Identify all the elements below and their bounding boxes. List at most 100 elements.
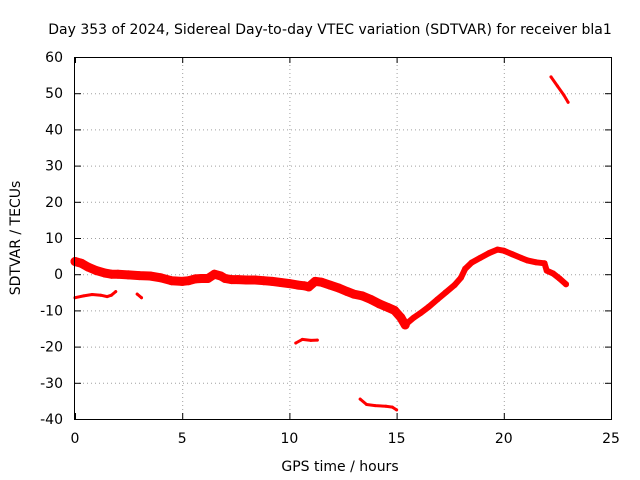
data-point xyxy=(325,280,335,290)
data-point xyxy=(317,277,327,287)
data-point xyxy=(373,404,377,408)
x-tick-label: 15 xyxy=(388,431,406,447)
data-point xyxy=(259,276,269,286)
data-point xyxy=(563,281,569,288)
data-point xyxy=(404,320,411,327)
data-point xyxy=(203,274,213,283)
data-point xyxy=(509,251,516,258)
data-point xyxy=(83,262,93,272)
data-point xyxy=(417,310,424,317)
data-point xyxy=(105,295,109,299)
y-tick-label: -40 xyxy=(40,412,63,428)
data-point xyxy=(556,275,563,282)
data-point xyxy=(156,273,166,283)
data-point xyxy=(114,290,118,294)
series-segment-c xyxy=(73,290,118,300)
data-point xyxy=(555,84,559,88)
chart-title: Day 353 of 2024, Sidereal Day-to-day VTE… xyxy=(48,22,611,38)
data-point xyxy=(300,337,304,341)
data-point xyxy=(485,250,492,257)
data-point xyxy=(90,293,94,296)
data-point xyxy=(357,291,367,301)
data-point xyxy=(434,296,441,303)
data-point xyxy=(451,282,458,289)
x-tick-label: 5 xyxy=(178,431,187,447)
data-point xyxy=(276,278,286,287)
data-point xyxy=(550,270,557,277)
x-tick-label: 0 xyxy=(71,431,80,447)
data-point xyxy=(562,93,566,97)
data-point xyxy=(390,305,399,315)
data-point xyxy=(233,275,243,285)
data-point xyxy=(82,294,86,298)
data-point xyxy=(468,259,475,266)
data-point xyxy=(543,267,550,274)
y-tick-label: 60 xyxy=(45,50,63,66)
data-point xyxy=(109,293,113,297)
data-point xyxy=(99,293,103,297)
y-tick-label: -10 xyxy=(40,303,63,319)
data-point xyxy=(140,296,143,300)
data-point xyxy=(227,275,236,285)
data-point xyxy=(315,338,319,342)
data-point xyxy=(566,100,570,104)
data-point xyxy=(366,295,376,304)
series-segment-e xyxy=(294,337,319,345)
data-point xyxy=(518,254,524,261)
data-point xyxy=(309,338,313,342)
data-point xyxy=(374,299,384,309)
y-tick-label: 30 xyxy=(45,159,63,175)
axis-ticks xyxy=(75,57,612,420)
data-point xyxy=(462,265,469,272)
data-point xyxy=(395,408,399,412)
data-point xyxy=(500,247,507,254)
x-tick-label: 20 xyxy=(495,431,513,447)
data-point xyxy=(442,289,449,296)
y-tick-label: -20 xyxy=(40,340,63,356)
data-point xyxy=(145,271,155,281)
series-segment-g xyxy=(549,75,570,104)
data-point xyxy=(425,303,432,310)
data-point xyxy=(396,313,406,323)
data-point xyxy=(106,269,116,279)
data-point xyxy=(190,274,200,284)
x-axis-label: GPS time / hours xyxy=(281,459,398,475)
data-point xyxy=(349,289,359,299)
data-point xyxy=(477,254,484,261)
y-tick-label: 0 xyxy=(54,267,63,283)
data-point xyxy=(91,266,101,276)
x-tick-label: 10 xyxy=(280,431,298,447)
x-tick-label: 25 xyxy=(602,431,620,447)
y-axis-label: SDTVAR / TECUs xyxy=(8,181,24,296)
data-point xyxy=(549,75,553,79)
y-tick-label: -30 xyxy=(40,376,63,392)
data-point xyxy=(334,283,344,293)
data-point xyxy=(197,274,206,283)
data-point xyxy=(135,292,139,296)
data-point xyxy=(304,282,314,292)
series-segment-b xyxy=(404,246,569,327)
y-tick-label: 50 xyxy=(45,86,63,102)
data-point xyxy=(358,397,362,401)
data-point xyxy=(384,404,388,408)
data-point xyxy=(524,257,531,264)
data-point xyxy=(457,274,464,281)
data-point xyxy=(294,341,298,345)
y-tick-label: 40 xyxy=(45,122,63,138)
plot-frame xyxy=(74,57,612,420)
data-point xyxy=(134,271,144,281)
data-point xyxy=(365,403,369,406)
data-point xyxy=(124,270,134,280)
data-point xyxy=(390,405,394,409)
data-point xyxy=(267,276,277,286)
data-point xyxy=(533,259,539,266)
data-point xyxy=(113,269,123,279)
data-point xyxy=(541,260,548,267)
data-point xyxy=(242,275,251,285)
data-point xyxy=(494,246,501,253)
grid xyxy=(75,57,611,419)
y-tick-label: 20 xyxy=(45,195,63,211)
data-point xyxy=(250,275,260,285)
data-series xyxy=(70,75,570,412)
